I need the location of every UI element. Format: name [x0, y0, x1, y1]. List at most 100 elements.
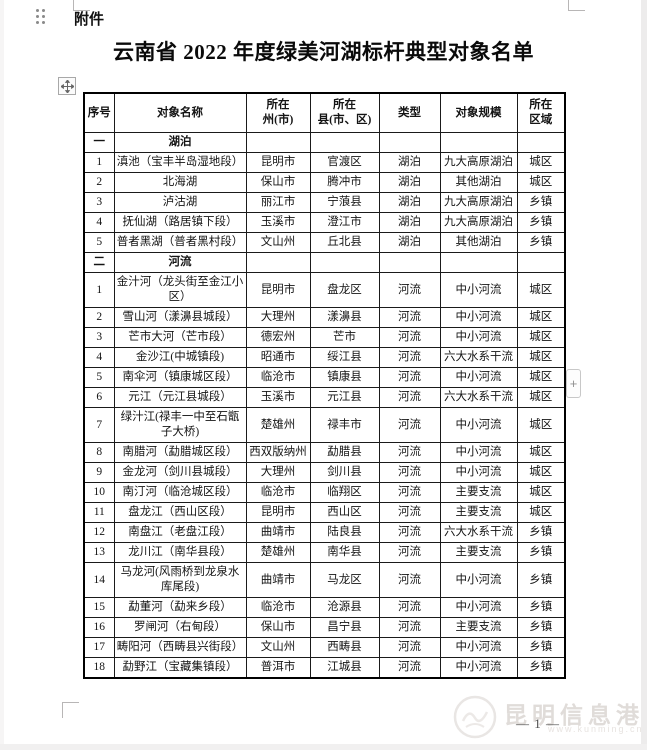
cell-region: 城区: [516, 172, 566, 193]
cell-no: 10: [83, 482, 115, 503]
cell-no: 14: [83, 562, 115, 598]
cell-scale: 九大高原湖泊: [439, 152, 518, 173]
cell-prefecture: 昆明市: [245, 502, 311, 523]
cell-region: 乡镇: [516, 657, 566, 679]
header-scale: 对象规模: [439, 92, 518, 133]
cell-no: 二: [83, 252, 115, 273]
cell-county: 剑川县: [309, 462, 380, 483]
table-row: 1 滇池（宝丰半岛湿地段） 昆明市 官渡区 湖泊 九大高原湖泊 城区: [83, 152, 566, 173]
cell-prefecture: 玉溪市: [245, 387, 311, 408]
cell-no: 4: [83, 347, 115, 368]
cell-name: 芒市大河（芒市段）: [113, 327, 247, 348]
cell-prefecture: 曲靖市: [245, 522, 311, 543]
cell-county: 腾冲市: [309, 172, 380, 193]
cell-scale: 六大水系干流: [439, 347, 518, 368]
table-header-row: 序号 对象名称 所在 州(市) 所在 县(市、区) 类型 对象规模 所在 区域: [83, 92, 566, 133]
cell-region: 乡镇: [516, 522, 566, 543]
cell-region: 乡镇: [516, 597, 566, 618]
cell-name: 金沙江(中城镇段): [113, 347, 247, 368]
cell-county: 昌宁县: [309, 617, 380, 638]
cell-region: 城区: [516, 152, 566, 173]
cell-name: 金龙河（剑川县城段）: [113, 462, 247, 483]
cell-scale: 中小河流: [439, 327, 518, 348]
header-prefecture: 所在 州(市): [245, 92, 311, 133]
objects-table: 序号 对象名称 所在 州(市) 所在 县(市、区) 类型 对象规模 所在 区域 …: [83, 92, 566, 679]
table-row: 4 金沙江(中城镇段) 昭通市 绥江县 河流 六大水系干流 城区: [83, 347, 566, 368]
cell-type: 河流: [378, 327, 441, 348]
cell-region: 城区: [516, 272, 566, 308]
header-type: 类型: [378, 92, 441, 133]
cell-name: 勐野江（宝藏集镇段）: [113, 657, 247, 679]
cell-region: 城区: [516, 442, 566, 463]
table-row: 2 雪山河（漾濞县城段） 大理州 漾濞县 河流 中小河流 城区: [83, 307, 566, 328]
cell-type: 湖泊: [378, 192, 441, 213]
cell-no: 8: [83, 442, 115, 463]
paragraph-grip-icon[interactable]: [36, 9, 45, 24]
cell-no: 15: [83, 597, 115, 618]
table-row: 3 泸沽湖 丽江市 宁蒗县 湖泊 九大高原湖泊 乡镇: [83, 192, 566, 213]
cell-type: [378, 252, 441, 273]
cell-county: 绥江县: [309, 347, 380, 368]
cell-scale: 六大水系干流: [439, 387, 518, 408]
cell-type: 河流: [378, 597, 441, 618]
expand-plus-button[interactable]: +: [566, 369, 581, 398]
cell-prefecture: 保山市: [245, 617, 311, 638]
cell-name: 罗闸河（右甸段）: [113, 617, 247, 638]
cell-type: 河流: [378, 387, 441, 408]
header-county: 所在 县(市、区): [309, 92, 380, 133]
cell-no: 5: [83, 232, 115, 253]
cell-name: 南盘江（老盘江段）: [113, 522, 247, 543]
text-boundary-mark-bottom-left: [62, 702, 79, 718]
cell-county: 芒市: [309, 327, 380, 348]
cell-region: 城区: [516, 462, 566, 483]
attachment-label: 附件: [74, 12, 105, 28]
cell-type: 河流: [378, 347, 441, 368]
cell-prefecture: 临沧市: [245, 482, 311, 503]
cell-prefecture: 临沧市: [245, 367, 311, 388]
cell-name: 南汀河（临沧城区段）: [113, 482, 247, 503]
cell-county: 禄丰市: [309, 407, 380, 443]
cell-region: 乡镇: [516, 562, 566, 598]
cell-name: 南伞河（镇康城区段）: [113, 367, 247, 388]
table-body: 一湖泊 1 滇池（宝丰半岛湿地段） 昆明市 官渡区 湖泊 九大高原湖泊 城区 2 北海湖 保山市 腾冲…: [83, 132, 566, 679]
section-row: 一湖泊: [83, 132, 566, 153]
cell-region: 乡镇: [516, 637, 566, 658]
table-row: 16 罗闸河（右甸段） 保山市 昌宁县 河流 主要支流 乡镇: [83, 617, 566, 638]
header-region: 所在 区域: [516, 92, 566, 133]
cell-scale: 中小河流: [439, 272, 518, 308]
cell-name: 盘龙江（西山区段）: [113, 502, 247, 523]
watermark-logo-icon: [453, 695, 497, 739]
cell-no: 9: [83, 462, 115, 483]
cell-type: 河流: [378, 502, 441, 523]
page-edge-bottom: [0, 744, 647, 750]
table-move-handle[interactable]: [58, 77, 76, 95]
cell-scale: 六大水系干流: [439, 522, 518, 543]
table-row: 11 盘龙江（西山区段） 昆明市 西山区 河流 主要支流 城区: [83, 502, 566, 523]
cell-no: 12: [83, 522, 115, 543]
cell-name: 龙川江（南华县段）: [113, 542, 247, 563]
cell-prefecture: 文山州: [245, 637, 311, 658]
cell-scale: [439, 252, 518, 273]
cell-name: 泸沽湖: [113, 192, 247, 213]
cell-region: 乡镇: [516, 192, 566, 213]
cell-prefecture: [245, 252, 311, 273]
cell-type: 河流: [378, 367, 441, 388]
cell-type: 河流: [378, 522, 441, 543]
table-row: 3 芒市大河（芒市段） 德宏州 芒市 河流 中小河流 城区: [83, 327, 566, 348]
cell-name: 北海湖: [113, 172, 247, 193]
watermark-text: 昆明信息港: [504, 703, 644, 728]
cell-region: 城区: [516, 387, 566, 408]
cell-scale: 中小河流: [439, 407, 518, 443]
cell-county: 临翔区: [309, 482, 380, 503]
cell-region: [516, 132, 566, 153]
cell-name: 普者黑湖（普者黑村段）: [113, 232, 247, 253]
cell-no: 16: [83, 617, 115, 638]
cell-name: 抚仙湖（路居镇下段）: [113, 212, 247, 233]
cell-no: 13: [83, 542, 115, 563]
cell-scale: 中小河流: [439, 367, 518, 388]
cell-type: 河流: [378, 657, 441, 679]
table-row: 1 金汁河（龙头街至金江小区） 昆明市 盘龙区 河流 中小河流 城区: [83, 272, 566, 308]
cell-prefecture: 普洱市: [245, 657, 311, 679]
cell-prefecture: 大理州: [245, 462, 311, 483]
cell-prefecture: 楚雄州: [245, 542, 311, 563]
